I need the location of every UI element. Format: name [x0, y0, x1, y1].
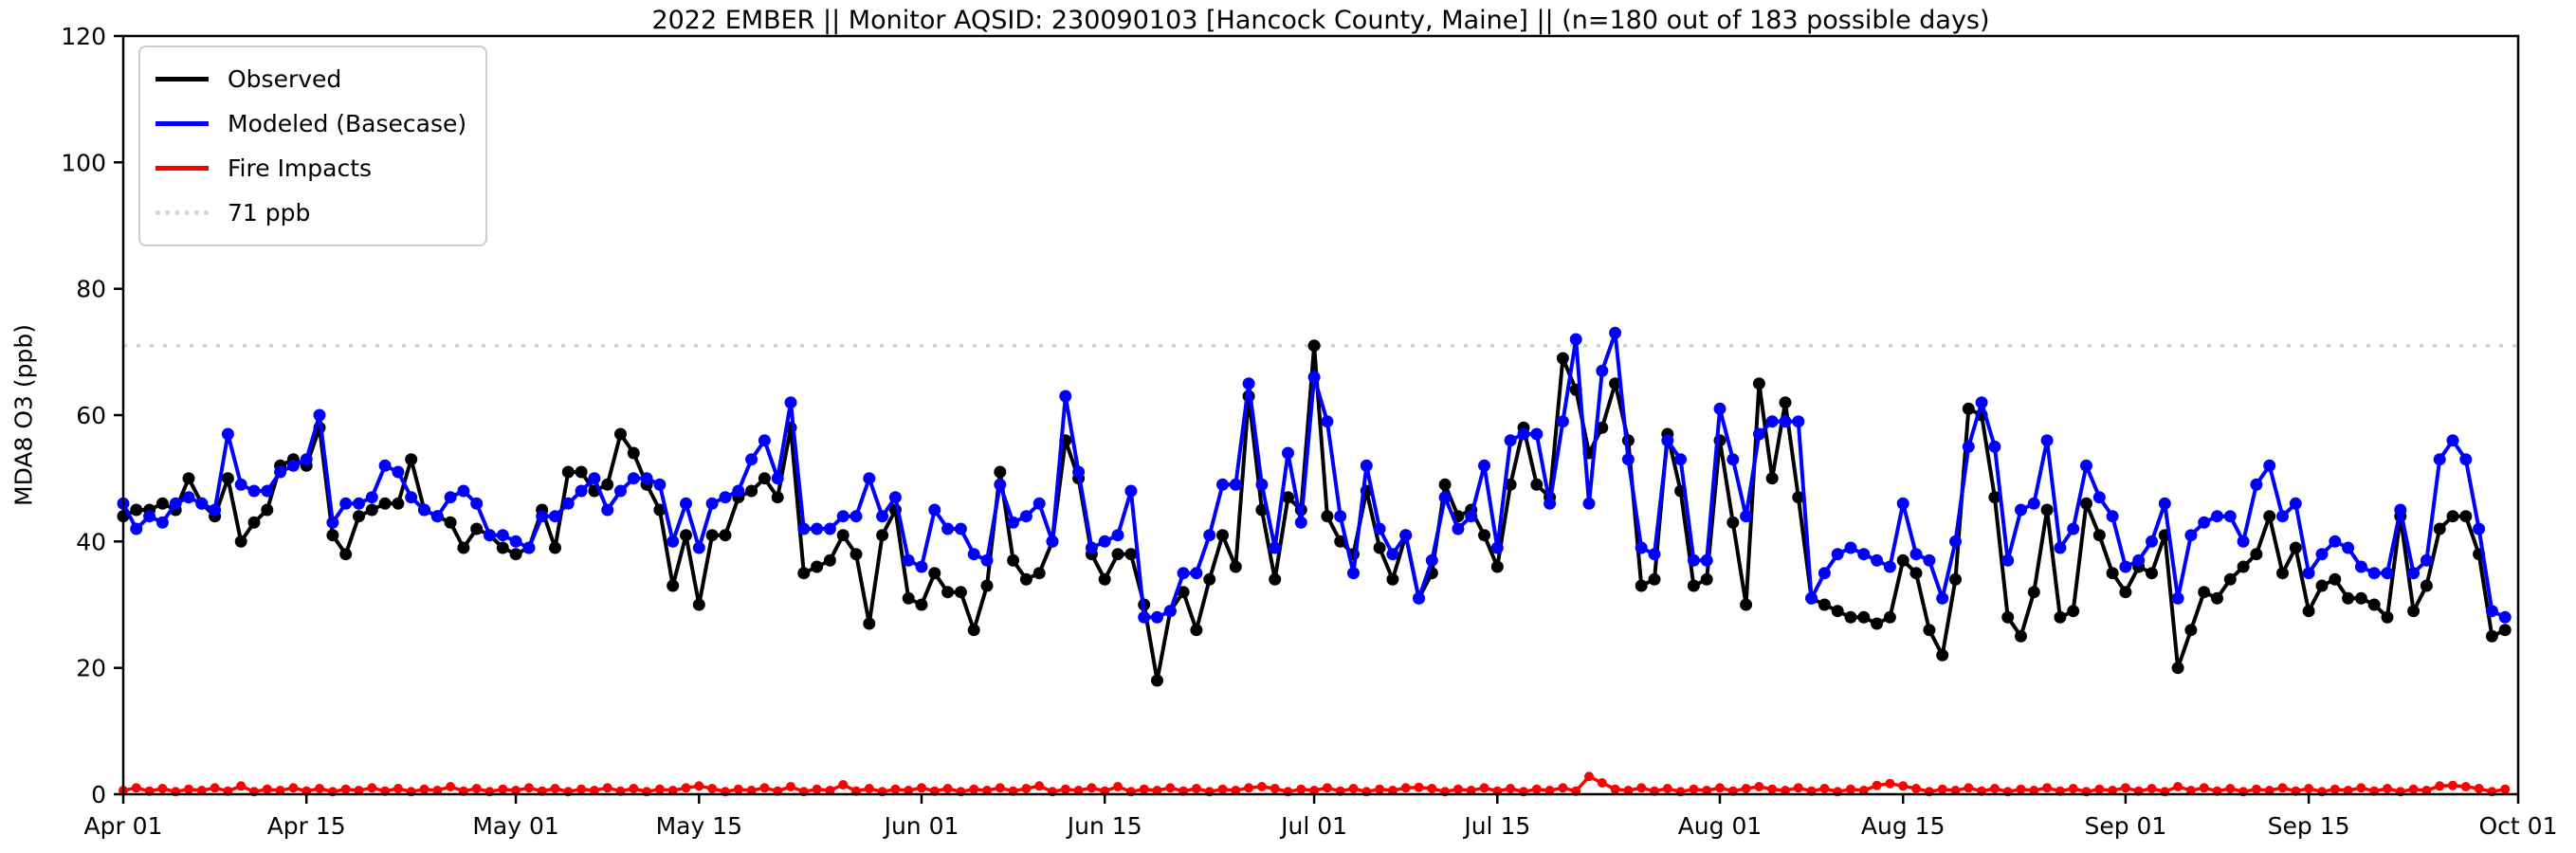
svg-text:20: 20: [76, 655, 106, 682]
series-fire-impacts: [119, 771, 2511, 797]
svg-text:Sep 01: Sep 01: [2084, 812, 2166, 840]
svg-text:120: 120: [61, 23, 106, 50]
legend-label-observed: Observed: [228, 65, 342, 93]
legend-item-threshold: 71 ppb: [155, 191, 466, 235]
svg-text:Aug 01: Aug 01: [1678, 812, 1763, 840]
svg-text:Jul 15: Jul 15: [1462, 812, 1530, 840]
legend-item-fire-impacts: Fire Impacts: [155, 146, 466, 191]
svg-text:Sep 15: Sep 15: [2268, 812, 2350, 840]
threshold-dotted-line-swatch-icon: [155, 210, 209, 215]
svg-text:May 01: May 01: [472, 812, 558, 840]
svg-text:Aug 15: Aug 15: [1861, 812, 1946, 840]
svg-text:May 15: May 15: [656, 812, 742, 840]
svg-text:Apr 01: Apr 01: [83, 812, 162, 840]
svg-text:0: 0: [91, 781, 106, 808]
svg-text:Apr 15: Apr 15: [267, 812, 346, 840]
series-modeled-basecase: [117, 326, 2512, 624]
modeled-line-swatch-icon: [155, 121, 209, 126]
svg-text:Oct 01: Oct 01: [2479, 812, 2558, 840]
svg-text:Jul 01: Jul 01: [1279, 812, 1347, 840]
legend-label-threshold: 71 ppb: [228, 199, 311, 227]
svg-text:60: 60: [76, 402, 106, 429]
legend-item-observed: Observed: [155, 57, 466, 101]
x-axis-ticks: Apr 01 Apr 15 May 01 May 15 Jun 01 Jun 15 Jul …: [83, 794, 2557, 840]
legend-label-fire-impacts: Fire Impacts: [228, 154, 373, 182]
observed-line-swatch-icon: [155, 77, 209, 82]
legend-item-modeled: Modeled (Basecase): [155, 101, 466, 146]
svg-text:100: 100: [61, 149, 106, 176]
legend: Observed Modeled (Basecase) Fire Impacts…: [138, 45, 488, 246]
svg-text:Jun 01: Jun 01: [883, 812, 959, 840]
svg-text:Jun 15: Jun 15: [1066, 812, 1142, 840]
svg-text:40: 40: [76, 528, 106, 555]
svg-text:80: 80: [76, 276, 106, 303]
chart-title: 2022 EMBER || Monitor AQSID: 230090103 […: [651, 6, 1990, 35]
y-axis-ticks: 0 20 40 60 80 100 120: [61, 23, 123, 808]
fire-impacts-line-swatch-icon: [155, 166, 209, 171]
legend-label-modeled: Modeled (Basecase): [228, 110, 467, 137]
